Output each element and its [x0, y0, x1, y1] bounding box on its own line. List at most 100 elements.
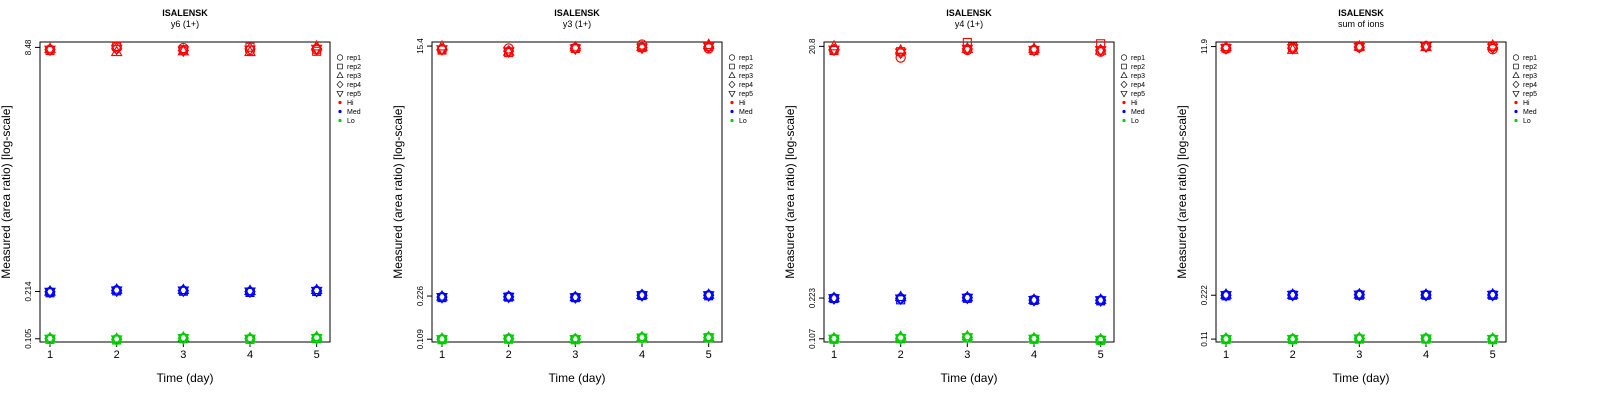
- legend-label: rep1: [1523, 55, 1537, 62]
- data-point-lo-rep5: [1420, 334, 1432, 346]
- legend-label: Lo: [1523, 118, 1531, 125]
- x-tick-label: 2: [898, 349, 904, 361]
- data-point-med-rep5: [310, 286, 323, 298]
- data-point-med-rep5: [1028, 296, 1040, 307]
- y-tick-label: 0.105: [24, 328, 33, 349]
- data-point-lo-rep5: [436, 335, 448, 346]
- x-tick-label: 3: [964, 349, 970, 361]
- legend-label: Hi: [1131, 100, 1138, 107]
- legend-label: rep5: [347, 91, 361, 98]
- x-tick-label: 4: [1423, 349, 1429, 361]
- legend-color-dot: [1122, 109, 1126, 114]
- data-point-lo-rep5: [110, 335, 123, 347]
- legend-label: rep4: [739, 82, 753, 89]
- data-point-hi-rep5: [1486, 43, 1499, 55]
- data-point-med-rep5: [894, 294, 907, 306]
- legend-color-dot: [338, 118, 342, 123]
- data-point-med-rep5: [1486, 290, 1499, 302]
- legend-color-dot: [1122, 100, 1126, 105]
- data-point-lo-rep3: [569, 332, 582, 344]
- data-point-lo-rep3: [1420, 331, 1432, 343]
- data-point-med-rep5: [44, 287, 56, 299]
- plot-frame: [431, 41, 723, 343]
- legend-marker: [336, 71, 344, 78]
- data-point-lo-rep3: [1486, 331, 1499, 343]
- data-point-hi-rep5: [1286, 44, 1299, 55]
- legend-marker: [728, 80, 736, 89]
- chart-title: ISALENSK: [162, 8, 208, 18]
- data-point-hi-rep2: [1096, 39, 1106, 49]
- data-point-hi-rep5: [894, 48, 907, 60]
- data-point-hi-rep5: [569, 44, 582, 56]
- plot-frame: [823, 41, 1115, 343]
- legend-label: rep3: [1131, 73, 1145, 80]
- legend-marker: [1120, 71, 1128, 78]
- x-tick-label: 5: [1098, 349, 1104, 361]
- legend-label: rep4: [1523, 82, 1537, 89]
- data-point-med-rep3: [1220, 288, 1232, 299]
- y-tick-label: 0.214: [24, 281, 33, 302]
- data-point-lo-rep5: [569, 335, 582, 346]
- data-point-lo-rep3: [828, 331, 840, 343]
- legend-color-dot: [338, 109, 342, 114]
- data-point-med-rep5: [502, 292, 515, 304]
- chart-subtitle: y3 (1+): [563, 19, 591, 29]
- legend-label: Lo: [1131, 118, 1139, 125]
- legend-color-dot: [730, 109, 734, 114]
- legend-label: rep5: [1131, 91, 1145, 98]
- data-point-med-rep3: [177, 283, 190, 295]
- data-point-hi-rep5: [1028, 45, 1040, 57]
- y-tick-label: 20.8: [808, 38, 817, 54]
- data-point-med-rep3: [44, 284, 56, 296]
- data-point-med-rep3: [1486, 287, 1499, 299]
- legend-label: rep1: [1131, 55, 1145, 62]
- legend-label: Med: [1523, 109, 1537, 116]
- x-axis-label: Time (day): [1333, 371, 1390, 385]
- data-point-med-rep3: [636, 288, 648, 300]
- x-tick-label: 5: [1490, 349, 1496, 361]
- legend-label: rep1: [739, 55, 753, 62]
- legend: rep1 rep2 rep3 rep4 rep5 Hi Med Lo: [1120, 54, 1145, 125]
- data-point-lo-rep5: [961, 333, 974, 344]
- legend-label: rep4: [1131, 82, 1145, 89]
- chart-subtitle: y4 (1+): [955, 19, 983, 29]
- x-tick-label: 4: [639, 349, 645, 361]
- data-point-lo-rep3: [702, 330, 715, 342]
- data-point-med-rep5: [1353, 290, 1366, 302]
- y-tick-label: 0.222: [1200, 285, 1209, 306]
- legend-label: rep2: [739, 64, 753, 71]
- data-point-lo-rep3: [436, 332, 448, 343]
- legend-label: Lo: [347, 118, 355, 125]
- legend-marker: [1121, 63, 1127, 70]
- legend-label: rep2: [1523, 64, 1537, 71]
- data-point-hi-rep5: [1420, 42, 1432, 54]
- data-point-med-rep5: [1094, 296, 1107, 307]
- data-point-hi-rep3: [177, 44, 190, 56]
- y-axis-label: Measured (area ratio) [log-scale]: [783, 105, 797, 278]
- y-tick-label: 0.109: [416, 329, 425, 350]
- data-point-lo-rep5: [636, 333, 648, 345]
- data-point-med-rep3: [1028, 293, 1040, 304]
- data-point-lo-rep3: [110, 332, 123, 343]
- chart-title: ISALENSK: [1338, 8, 1384, 18]
- data-point-hi-rep5: [702, 42, 715, 54]
- legend-color-dot: [338, 100, 342, 105]
- legend-marker: [1512, 91, 1520, 98]
- y-tick-label: 8.48: [24, 39, 33, 55]
- legend-label: rep3: [739, 73, 753, 80]
- legend-marker: [336, 80, 344, 89]
- data-point-lo-rep5: [894, 334, 907, 345]
- data-point-lo-rep3: [1028, 331, 1040, 343]
- data-point-hi-rep2: [962, 37, 972, 48]
- x-tick-label: 5: [314, 349, 320, 361]
- x-tick-label: 3: [180, 349, 186, 361]
- legend-label: rep2: [1131, 64, 1145, 71]
- data-point-med-rep3: [110, 283, 123, 294]
- data-point-hi-rep3: [961, 42, 974, 53]
- data-point-med-rep3: [702, 288, 715, 299]
